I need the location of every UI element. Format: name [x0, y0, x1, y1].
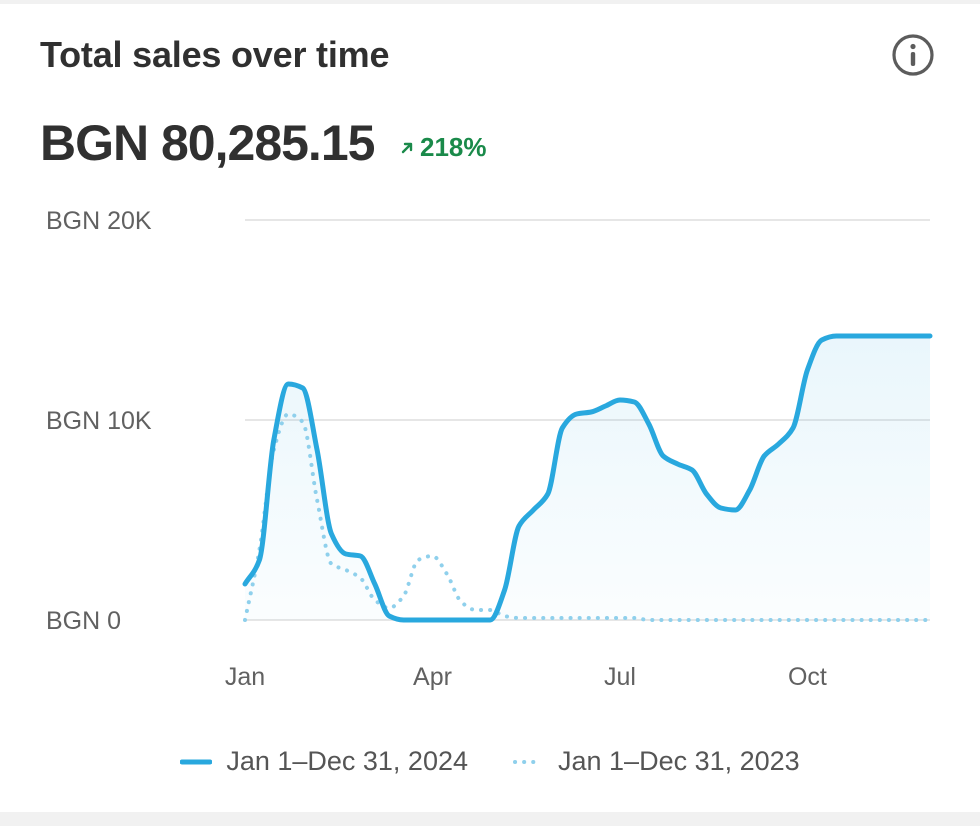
x-tick-label: Apr [413, 663, 452, 691]
y-tick-label: BGN 10K [46, 407, 152, 435]
change-badge: 218% [400, 132, 487, 163]
arrow-up-right-icon [401, 142, 413, 153]
x-tick-label: Jan [225, 663, 265, 691]
x-tick-label: Jul [604, 663, 636, 691]
series-2023-line[interactable] [243, 411, 932, 622]
series-2024-line[interactable] [242, 333, 933, 623]
series-2024-area [245, 336, 930, 620]
legend-dotted-swatch [513, 759, 544, 764]
legend-label-2023: Jan 1–Dec 31, 2023 [558, 746, 800, 776]
card-title: Total sales over time [40, 34, 390, 75]
legend-solid-swatch [180, 759, 213, 764]
y-tick-label: BGN 20K [46, 207, 152, 235]
legend-item-2023[interactable]: Jan 1–Dec 31, 2023 [512, 746, 800, 777]
info-button[interactable] [890, 32, 936, 78]
sales-card: Total sales over time BGN 80,285.15 218%… [0, 4, 980, 812]
y-tick-label: BGN 0 [46, 607, 121, 635]
legend-item-2024[interactable]: Jan 1–Dec 31, 2024 [180, 746, 468, 777]
change-percent: 218% [420, 132, 487, 162]
sales-line-chart: BGN 0 BGN 10K BGN 20K Jan Apr Jul Oct [46, 207, 933, 691]
chart-legend: Jan 1–Dec 31, 2024 Jan 1–Dec 31, 2023 [0, 746, 980, 777]
total-sales-value: BGN 80,285.15 [40, 115, 375, 171]
legend-label-2024: Jan 1–Dec 31, 2024 [226, 746, 468, 776]
x-tick-label: Oct [788, 663, 827, 691]
info-circle-icon [892, 34, 934, 76]
